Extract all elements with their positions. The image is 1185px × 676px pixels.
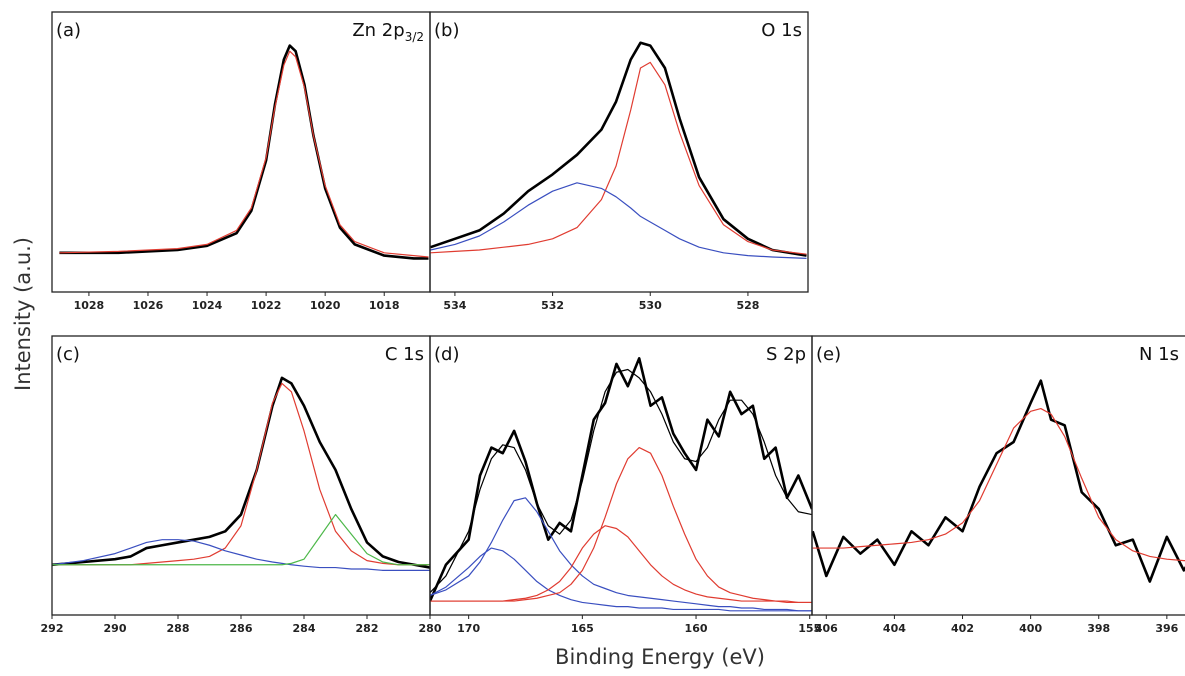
- panel-title-sub: 3/2: [405, 30, 424, 44]
- x-tick-label: 170: [457, 622, 480, 635]
- series-line: [430, 357, 812, 602]
- x-tick-label: 155: [798, 622, 821, 635]
- panel-label: (d): [434, 344, 459, 365]
- x-tick-label: 1018: [369, 299, 400, 312]
- series-line: [52, 382, 430, 566]
- panel-title: C 1s: [385, 344, 424, 365]
- series-line: [430, 182, 807, 259]
- panel-label: (c): [56, 344, 80, 365]
- panel-frame: [51, 335, 431, 616]
- plot-area: [812, 379, 1185, 583]
- x-tick-label: 280: [419, 622, 442, 635]
- panel-title: S 2p: [766, 344, 806, 365]
- panel-frame: [429, 335, 813, 616]
- x-tick-label: 1024: [192, 299, 223, 312]
- panel-frame: [429, 11, 809, 293]
- plot-area: [52, 376, 430, 571]
- x-tick-label: 286: [230, 622, 253, 635]
- x-tick-label: 528: [736, 299, 759, 312]
- panel-frame: [811, 335, 1185, 616]
- series-line: [52, 376, 430, 569]
- series-line: [430, 497, 812, 612]
- x-tick-label: 290: [104, 622, 127, 635]
- panel-label: (a): [56, 20, 81, 41]
- panel-frame: [51, 11, 431, 293]
- x-tick-label: 534: [443, 299, 466, 312]
- series-line: [52, 513, 430, 566]
- series-line: [52, 539, 430, 571]
- x-tick-label: 282: [356, 622, 379, 635]
- plot-area: [59, 44, 429, 260]
- panel-label: (e): [816, 344, 841, 365]
- x-tick-label: 288: [167, 622, 190, 635]
- x-tick-label: 402: [951, 622, 974, 635]
- series-line: [59, 44, 429, 260]
- x-tick-label: 398: [1087, 622, 1110, 635]
- x-tick-label: 1028: [74, 299, 105, 312]
- x-tick-label: 404: [883, 622, 906, 635]
- x-tick-label: 160: [685, 622, 708, 635]
- x-axis-label: Binding Energy (eV): [555, 645, 765, 669]
- panel-label: (b): [434, 20, 459, 41]
- x-tick-label: 165: [571, 622, 594, 635]
- x-tick-label: 1020: [310, 299, 341, 312]
- plot-area: [430, 357, 812, 612]
- x-tick-label: 292: [41, 622, 64, 635]
- panel-title-main: Zn 2p: [352, 20, 404, 41]
- x-tick-label: 400: [1019, 622, 1042, 635]
- x-tick-label: 530: [639, 299, 662, 312]
- panel-title: O 1s: [761, 20, 802, 41]
- x-tick-label: 396: [1155, 622, 1178, 635]
- x-tick-label: 406: [815, 622, 838, 635]
- plot-area: [430, 41, 807, 259]
- panel-title: Zn 2p3/2: [352, 20, 424, 44]
- y-axis-label: Intensity (a.u.): [11, 237, 35, 391]
- x-tick-label: 284: [293, 622, 316, 635]
- series-line: [812, 407, 1185, 562]
- series-line: [59, 50, 429, 258]
- series-line: [430, 525, 812, 604]
- series-line: [430, 547, 812, 612]
- series-line: [812, 379, 1185, 583]
- x-tick-label: 532: [541, 299, 564, 312]
- series-line: [430, 41, 807, 257]
- x-tick-label: 1026: [133, 299, 164, 312]
- series-line: [430, 61, 807, 255]
- series-line: [430, 447, 812, 604]
- panel-title: N 1s: [1139, 344, 1179, 365]
- series-line: [430, 368, 812, 594]
- x-tick-label: 1022: [251, 299, 282, 312]
